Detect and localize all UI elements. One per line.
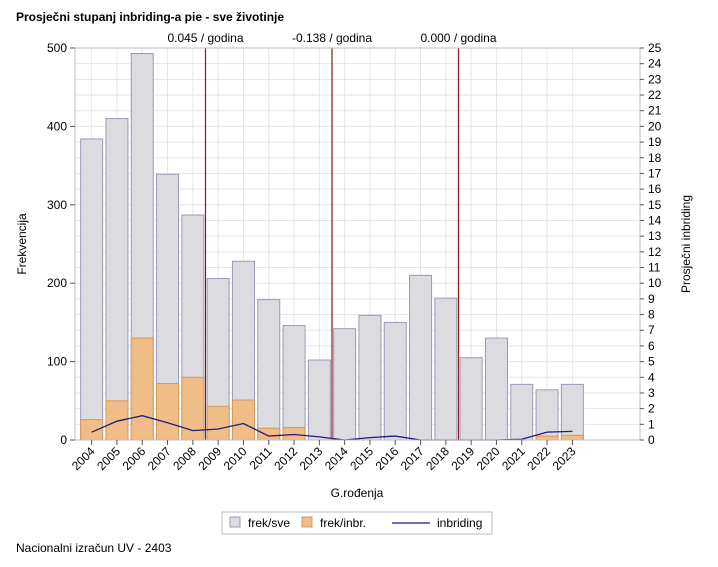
legend-label-inbred: frek/inbr. [320, 516, 366, 530]
legend-box [221, 511, 493, 535]
y-tick-label: 100 [47, 355, 67, 369]
x-tick-label: 2013 [297, 444, 326, 473]
y-axis-title: Frekvencija [15, 213, 29, 275]
bar-all [257, 299, 281, 441]
x-tick-label: 2006 [120, 444, 149, 473]
x-tick-label: 2005 [94, 444, 123, 473]
y2-tick-label: 0 [648, 433, 655, 447]
bar-inbred [130, 337, 154, 441]
legend: frek/sve frek/inbr. inbriding [221, 511, 493, 535]
bar-all [333, 328, 357, 441]
bar-inbred [231, 399, 255, 441]
x-tick-label: 2018 [423, 444, 452, 473]
y2-tick-label: 2 [648, 402, 655, 416]
x-tick-label: 2023 [550, 444, 579, 473]
bar-all [80, 138, 104, 441]
bar-all [383, 321, 407, 441]
x-tick-label: 2017 [398, 444, 427, 473]
y2-tick-label: 11 [648, 261, 661, 275]
legend-swatch-all [229, 516, 241, 528]
x-tick-label: 2014 [322, 444, 351, 473]
bar-all [105, 118, 129, 441]
y-tick-label: 500 [47, 41, 67, 55]
bar-inbred [105, 400, 129, 441]
y-tick-label: 300 [47, 198, 67, 212]
x-tick-label: 2015 [347, 444, 376, 473]
y2-tick-label: 16 [648, 182, 662, 196]
bar-all [510, 383, 534, 441]
plot-frame [74, 47, 641, 441]
reference-label: 0.000 / godina [420, 31, 496, 45]
y2-tick-label: 13 [648, 229, 662, 243]
bar-all [434, 297, 458, 441]
bar-inbred [535, 435, 559, 441]
plot-border [74, 47, 641, 441]
x-tick-label: 2022 [524, 444, 553, 473]
legend-label-all: frek/sve [248, 516, 290, 530]
y2-tick-label: 19 [648, 135, 662, 149]
y-tick-label: 200 [47, 276, 67, 290]
legend-label-line: inbriding [437, 516, 482, 530]
y2-tick-label: 20 [648, 119, 662, 133]
y2-axis-title: Prosječni inbriding [679, 195, 693, 293]
y-tick-label: 400 [47, 119, 67, 133]
bar-inbred [282, 426, 306, 441]
y2-tick-label: 25 [648, 41, 662, 55]
y2-tick-label: 23 [648, 72, 662, 86]
reference-label: 0.045 / godina [167, 31, 243, 45]
bar-all [282, 325, 306, 441]
chart-title: Prosječni stupanj inbriding-a pie - sve … [16, 10, 285, 24]
y2-tick-label: 9 [648, 292, 655, 306]
y2-tick-label: 8 [648, 308, 655, 322]
bar-inbred [80, 419, 104, 441]
x-tick-label: 2019 [448, 444, 477, 473]
y2-tick-label: 21 [648, 104, 662, 118]
x-tick-label: 2012 [271, 444, 300, 473]
y2-tick-label: 10 [648, 276, 662, 290]
y2-tick-label: 5 [648, 355, 655, 369]
x-tick-label: 2016 [373, 444, 402, 473]
x-axis-title: G.rođenja [331, 486, 384, 500]
bar-all [409, 274, 433, 441]
legend-swatch-inbred [301, 516, 313, 528]
y2-tick-label: 3 [648, 386, 655, 400]
footnote: Nacionalni izračun UV - 2403 [16, 541, 172, 555]
y2-tick-label: 12 [648, 245, 662, 259]
y-tick-label: 0 [60, 433, 67, 447]
reference-label: -0.138 / godina [292, 31, 372, 45]
bar-all [358, 314, 382, 441]
y2-tick-label: 24 [648, 57, 662, 71]
y2-tick-label: 1 [648, 417, 655, 431]
y2-tick-label: 6 [648, 339, 655, 353]
bar-all [307, 359, 331, 441]
y2-tick-label: 7 [648, 323, 655, 337]
y2-tick-label: 17 [648, 166, 662, 180]
x-tick-label: 2011 [247, 444, 275, 472]
bar-inbred [257, 427, 281, 441]
y2-tick-label: 15 [648, 198, 662, 212]
x-tick-label: 2004 [69, 444, 98, 473]
bar-all [484, 337, 508, 441]
ref-layer: 0.045 / godina -0.138 / godina 0.000 / god… [167, 31, 497, 440]
x-tick-label: 2008 [170, 444, 199, 473]
y2-tick-label: 18 [648, 151, 662, 165]
y2-tick-label: 4 [648, 370, 655, 384]
x-tick-label: 2021 [499, 444, 528, 473]
y2-tick-label: 14 [648, 213, 662, 227]
x-tick-label: 2009 [195, 444, 224, 473]
bar-inbred [206, 405, 230, 441]
bars-layer [80, 52, 584, 441]
y2-tick-label: 22 [648, 88, 662, 102]
x-tick-label: 2010 [221, 444, 250, 473]
x-tick-label: 2007 [145, 444, 174, 473]
bar-inbred [560, 434, 584, 441]
bar-inbred [156, 383, 180, 441]
x-tick-label: 2020 [474, 444, 503, 473]
bar-all [459, 357, 483, 441]
